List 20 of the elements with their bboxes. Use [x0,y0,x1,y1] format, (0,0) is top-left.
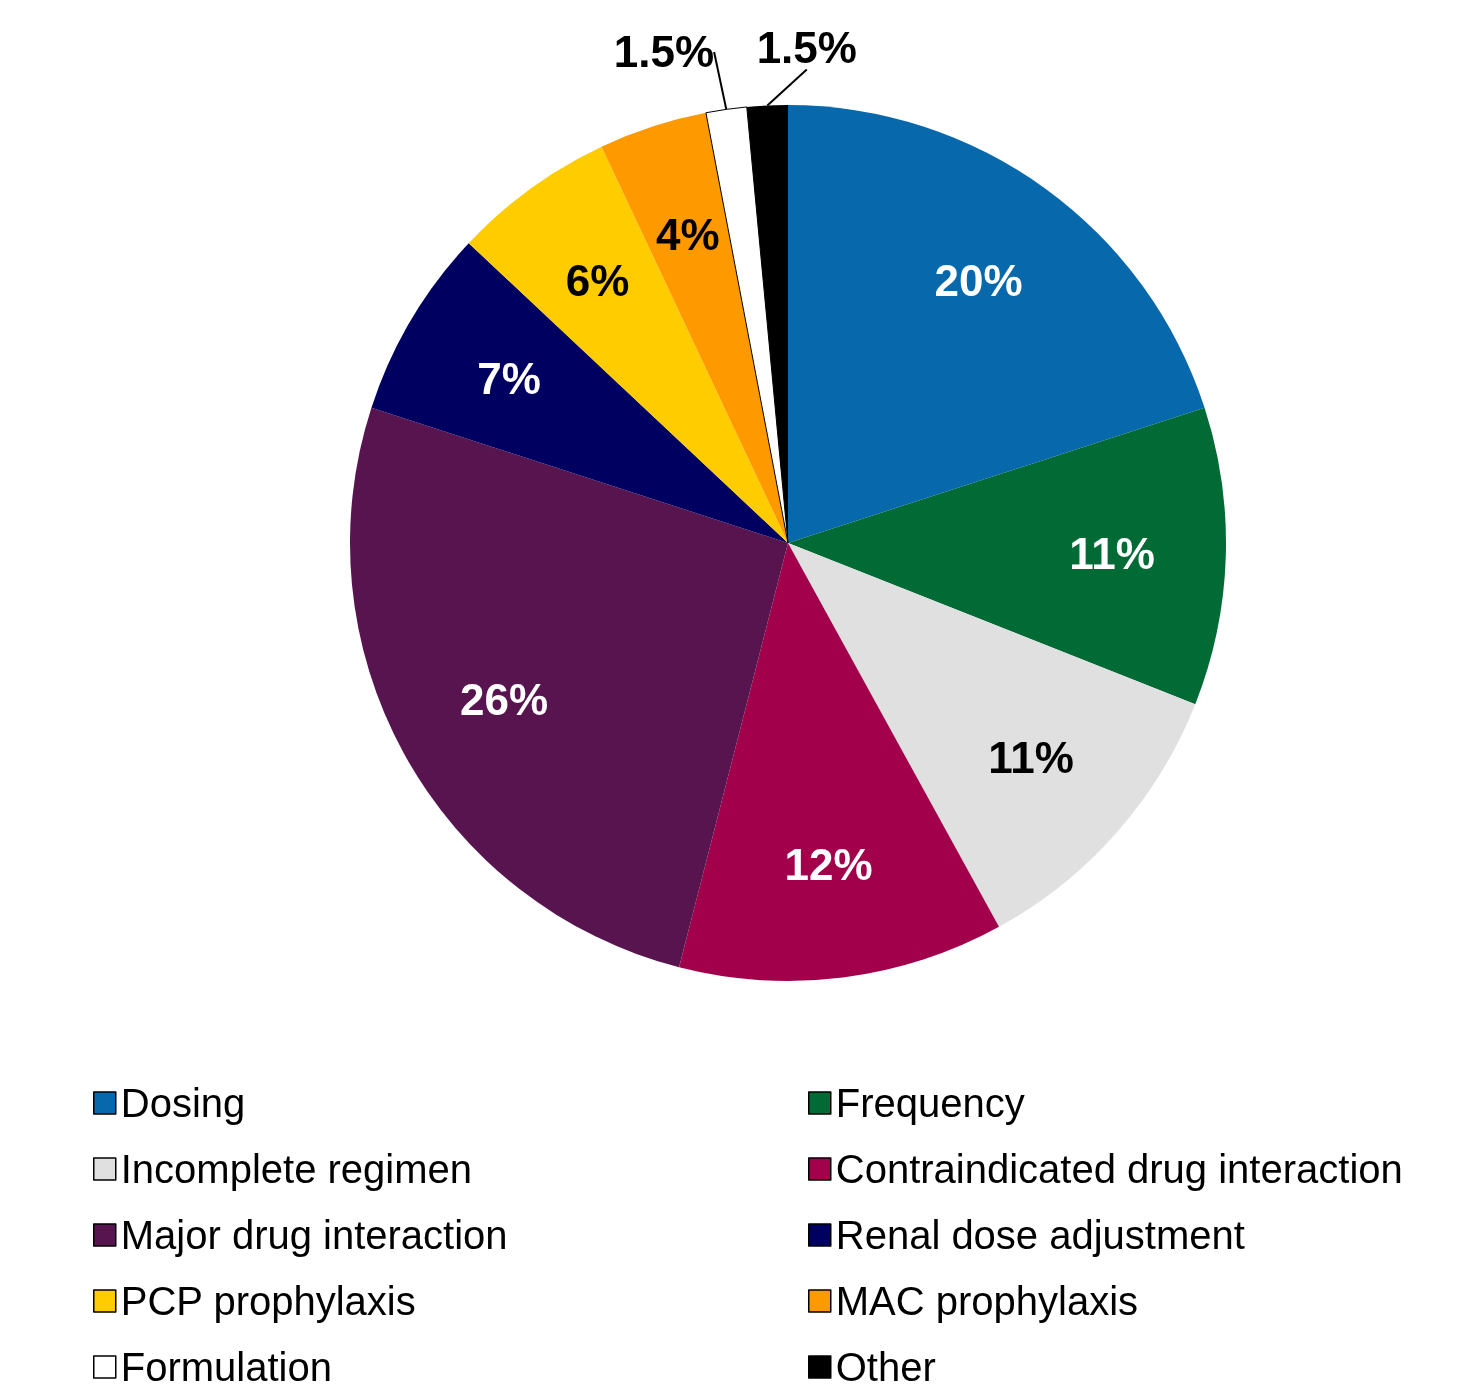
legend-label: Renal dose adjustment [835,1213,1245,1257]
data-label: 11% [1069,528,1155,578]
legend-label: MAC prophylaxis [835,1279,1139,1323]
data-label: 20% [934,256,1023,306]
legend-label: Frequency [835,1081,1025,1125]
data-label: 6% [565,256,630,306]
legend-label: Dosing [120,1081,246,1125]
data-label: 1.5% [613,27,715,77]
legend-label: PCP prophylaxis [120,1279,416,1323]
legend-label: Formulation [120,1345,332,1389]
data-label: 26% [459,674,549,724]
data-label: 4% [656,210,720,260]
legend-label: Contraindicated drug interaction [835,1147,1403,1191]
data-label: 11% [988,732,1074,782]
data-label: 7% [477,353,541,403]
legend-label: Incomplete regimen [120,1147,473,1191]
legend-label: Other [835,1345,936,1389]
legend-label: Major drug interaction [120,1213,508,1257]
data-label: 1.5% [756,23,857,73]
data-label: 12% [784,840,873,890]
